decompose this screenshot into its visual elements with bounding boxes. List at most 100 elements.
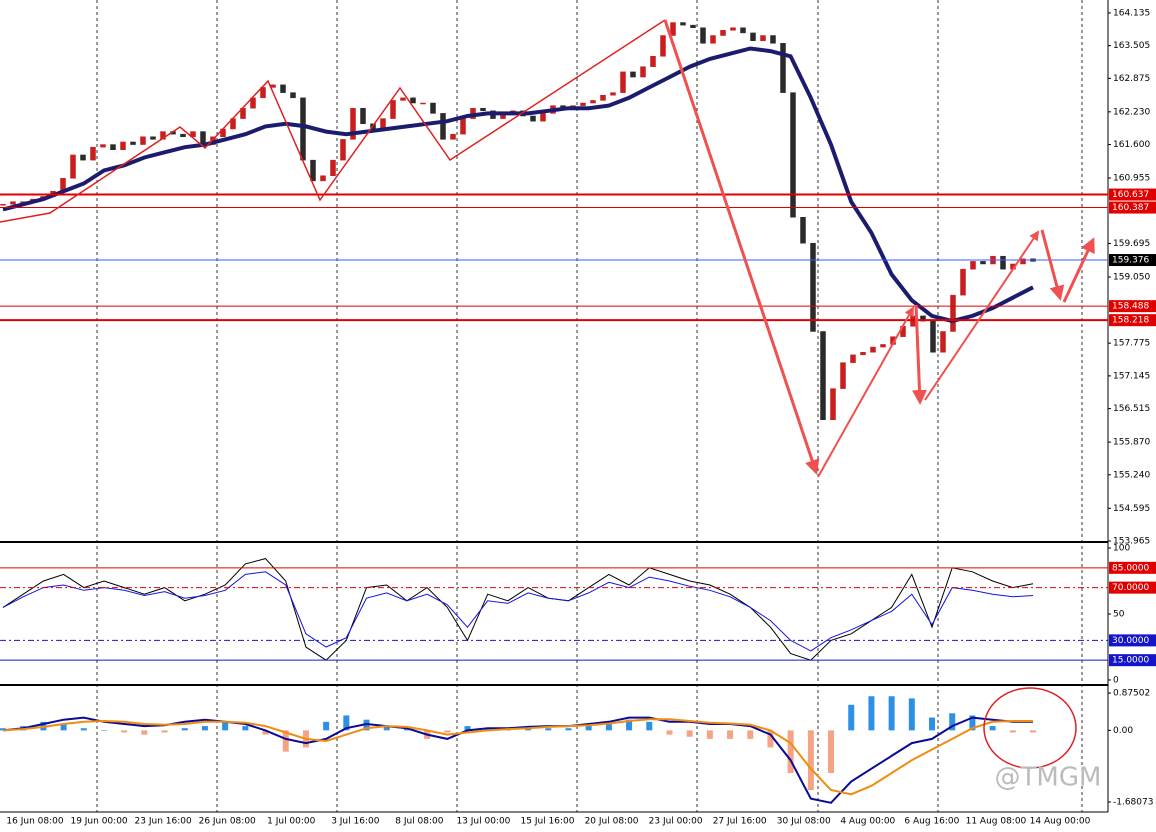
candle — [980, 261, 986, 265]
y-tick-label: 50 — [1113, 610, 1125, 620]
level-label: 70.0000 — [1112, 583, 1149, 593]
y-tick-label: 162.230 — [1113, 107, 1150, 117]
x-tick-label: 26 Jun 08:00 — [199, 817, 256, 827]
candle — [330, 159, 336, 176]
candle — [340, 139, 346, 161]
x-tick-label: 27 Jul 16:00 — [713, 817, 767, 827]
candle — [860, 352, 866, 356]
x-tick-label: 14 Aug 00:00 — [1030, 817, 1091, 827]
candle — [840, 362, 846, 389]
histogram-bar — [363, 719, 370, 731]
candle — [770, 35, 776, 44]
candle — [260, 87, 266, 99]
candle — [940, 331, 946, 353]
candle — [800, 217, 806, 244]
candle — [420, 102, 426, 105]
y-tick-label: 160.955 — [1113, 174, 1150, 184]
level-label-box — [1109, 561, 1156, 574]
watermark: @TMGM — [995, 763, 1102, 793]
histogram-bar — [929, 717, 936, 731]
candle — [100, 144, 106, 148]
histogram-bar — [181, 728, 188, 731]
candle — [780, 43, 786, 93]
histogram-bar — [565, 728, 572, 731]
candle — [140, 136, 146, 145]
level-label-box — [1109, 201, 1156, 214]
candle — [760, 35, 766, 41]
oscillator-line — [2, 558, 1034, 661]
histogram-bar — [80, 728, 87, 731]
level-label: 30.0000 — [1112, 636, 1149, 646]
candle — [620, 71, 626, 93]
candle — [150, 136, 156, 140]
x-tick-label: 8 Jul 08:00 — [395, 817, 444, 827]
candle — [190, 131, 196, 138]
candle — [720, 30, 726, 36]
candle — [670, 22, 676, 36]
level-label-box — [1109, 581, 1156, 594]
candle — [70, 154, 76, 179]
candle — [950, 294, 956, 332]
x-tick-label: 20 Jul 08:00 — [585, 817, 639, 827]
y-tick-label: 156.515 — [1113, 404, 1150, 414]
candle — [700, 27, 706, 44]
histogram-bar — [282, 730, 289, 752]
x-tick-label: 3 Jul 16:00 — [331, 817, 380, 827]
histogram-bar — [242, 726, 249, 731]
level-label-box — [1109, 188, 1156, 201]
candle — [450, 133, 456, 140]
candle — [600, 94, 606, 101]
histogram-bar — [585, 726, 592, 731]
histogram-bar — [626, 719, 633, 731]
level-label-box — [1109, 654, 1156, 667]
y-tick-label: 157.145 — [1113, 371, 1150, 381]
candle — [460, 118, 466, 135]
histogram-bar — [201, 726, 208, 731]
candle — [390, 100, 396, 119]
x-tick-label: 23 Jun 16:00 — [135, 817, 192, 827]
candle — [0, 204, 6, 206]
level-label-box — [1109, 634, 1156, 647]
candle — [530, 115, 536, 122]
y-tick-label: 155.870 — [1113, 438, 1150, 448]
y-tick-label: 153.965 — [1113, 537, 1150, 547]
annotations — [0, 19, 1095, 769]
histogram-bar — [1030, 730, 1036, 733]
y-tick-label: 163.505 — [1113, 41, 1150, 51]
candle — [750, 32, 756, 41]
histogram-bar — [323, 721, 330, 731]
plot-area: 164.135 163.505 162.875 162.230 161.600 160.9… — [0, 8, 1156, 827]
candle — [630, 71, 636, 78]
candle — [870, 346, 876, 353]
y-tick-label: 157.775 — [1113, 339, 1150, 349]
candle — [480, 107, 486, 112]
histogram-bar — [787, 730, 794, 773]
candle — [540, 113, 546, 122]
x-tick-label: 13 Jul 00:00 — [456, 817, 510, 827]
y-tick-label: 164.135 — [1113, 8, 1150, 18]
level-label-box — [1109, 314, 1156, 327]
candle — [110, 144, 116, 150]
histogram-bar — [444, 730, 451, 733]
candle — [830, 388, 836, 421]
histogram-bar — [807, 730, 814, 791]
candle — [650, 56, 656, 67]
candle — [1000, 255, 1006, 270]
candle — [610, 92, 616, 96]
candle — [690, 24, 696, 28]
y-tick-label: -1.68073 — [1113, 798, 1153, 808]
x-tick-label: 6 Aug 16:00 — [904, 817, 959, 827]
histogram-bar — [403, 728, 410, 731]
oscillator-line — [2, 571, 1034, 652]
candle — [300, 97, 306, 161]
candle — [660, 35, 666, 57]
level-label-box — [1109, 254, 1156, 267]
candle — [740, 27, 746, 34]
y-tick-label: 162.875 — [1113, 74, 1150, 84]
histogram-bar — [908, 698, 915, 731]
histogram-bar — [767, 730, 774, 748]
histogram-bar — [383, 726, 390, 731]
level-label: 158.218 — [1112, 316, 1149, 326]
